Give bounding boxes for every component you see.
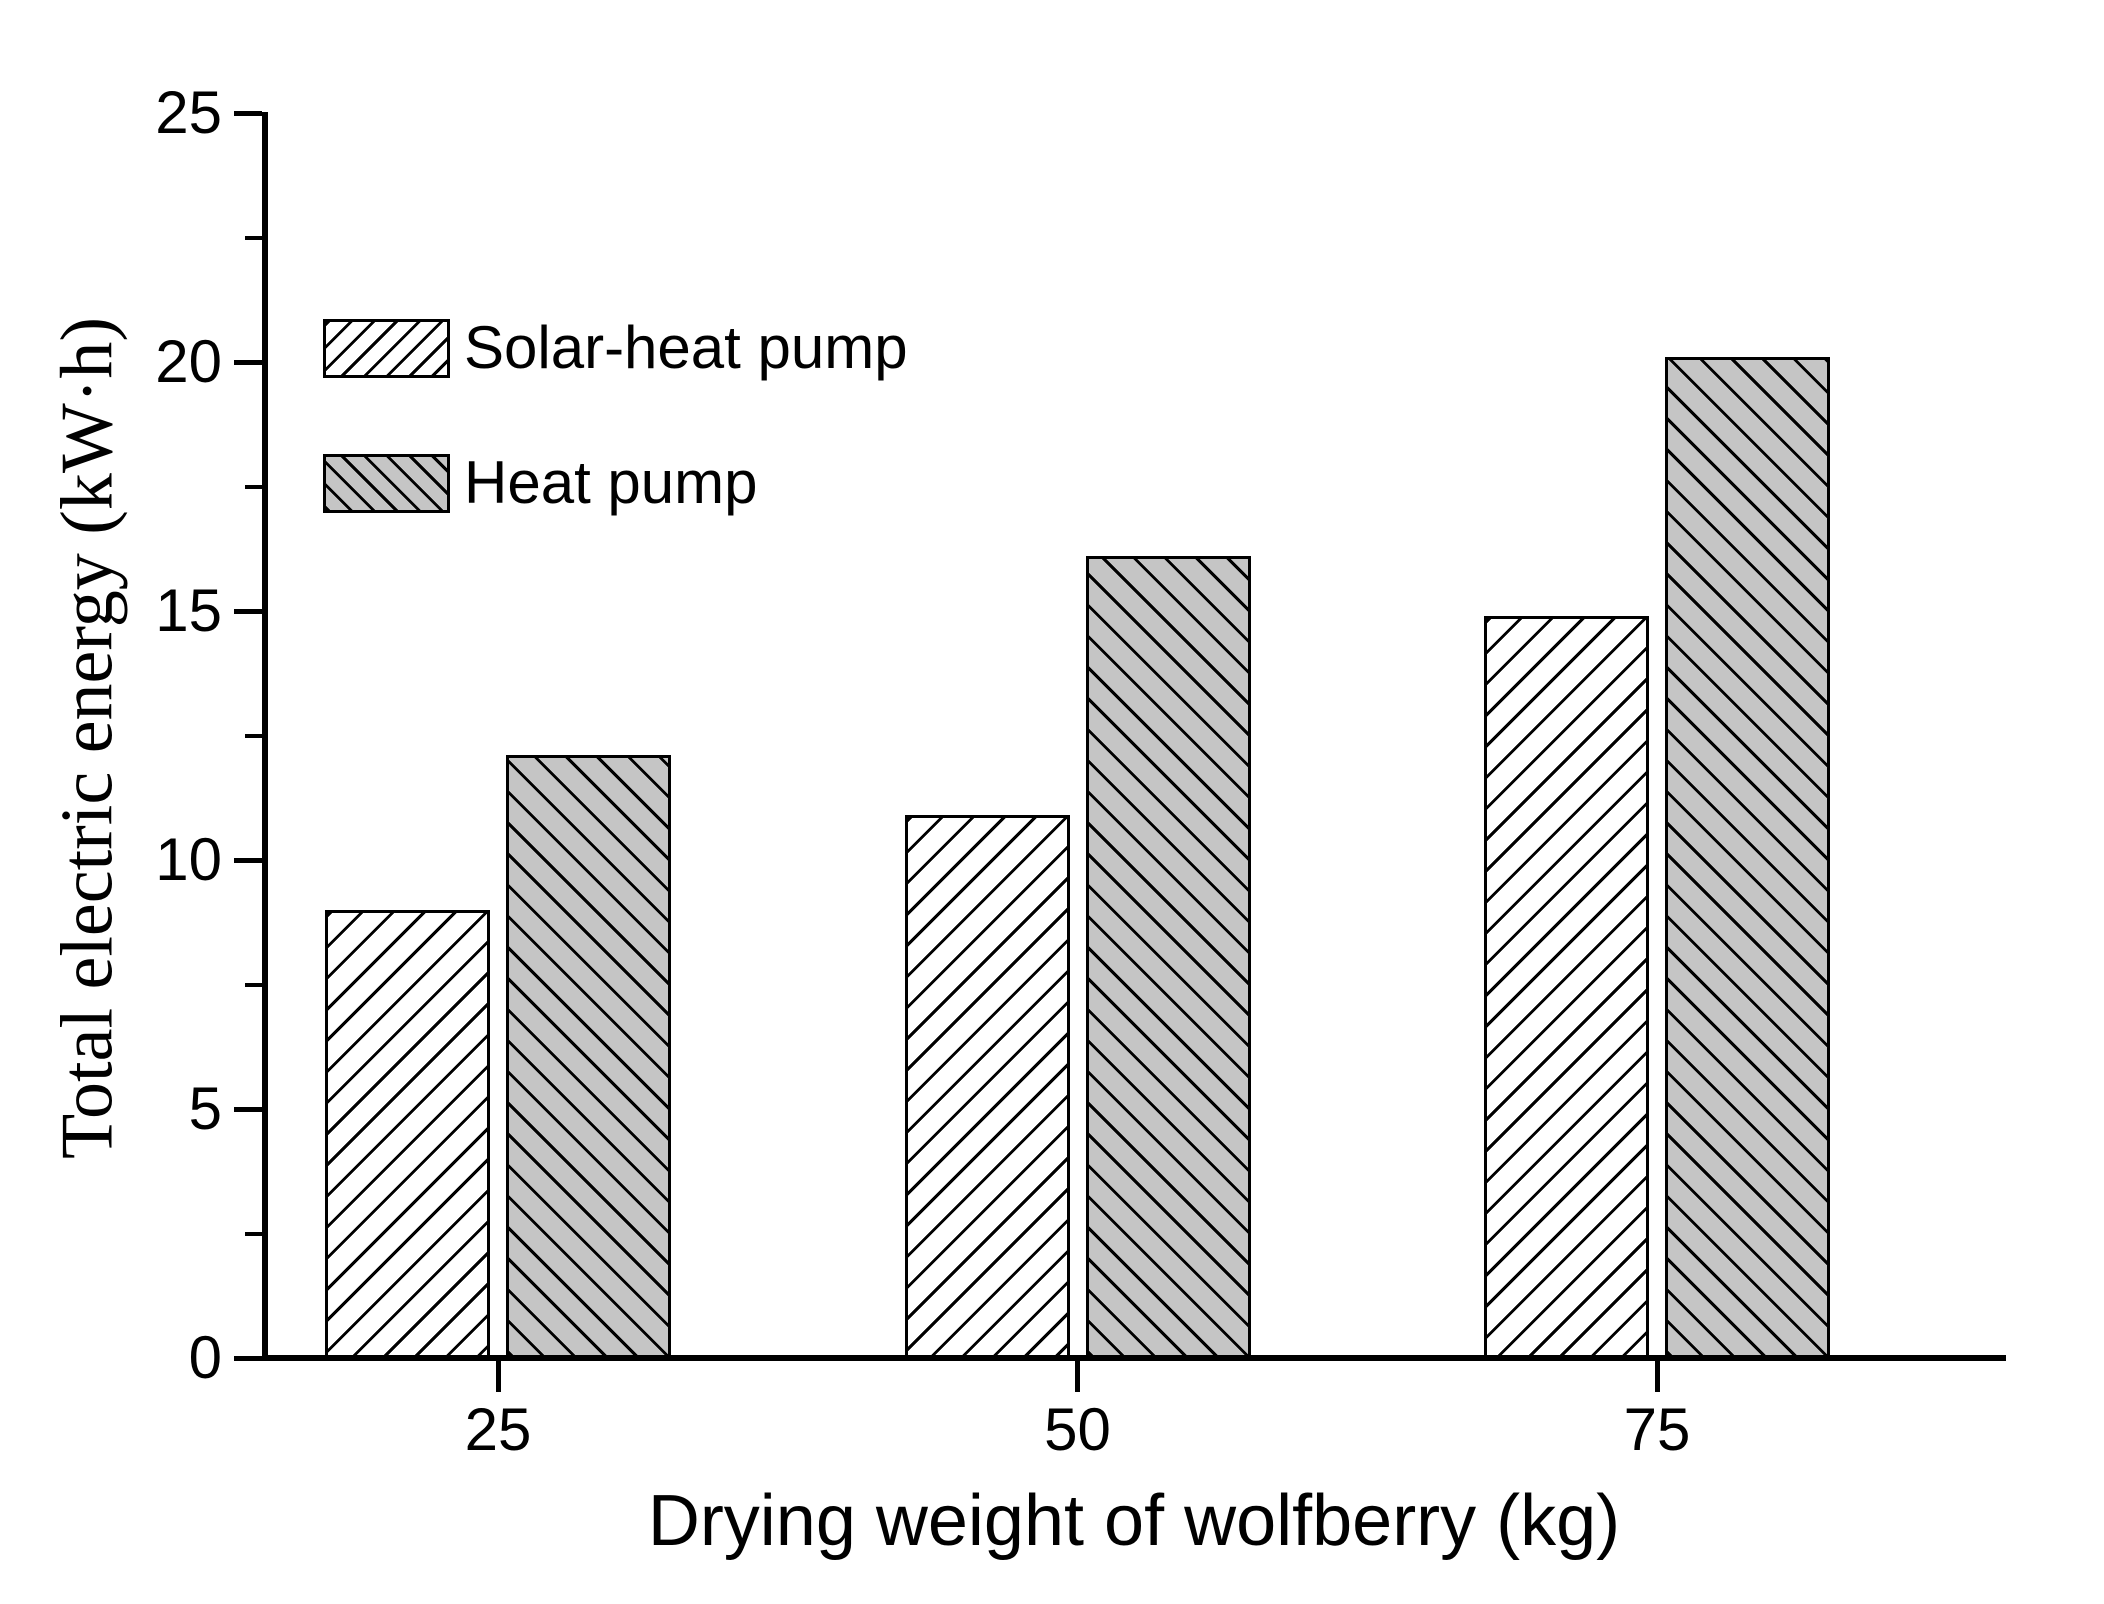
- legend-item-heat-pump: Heat pump: [323, 453, 758, 513]
- y-tick-label: 10: [155, 826, 222, 893]
- y-tick-label: 25: [155, 79, 222, 146]
- x-tick-label: 50: [1044, 1396, 1111, 1463]
- y-axis-minor-tick: [245, 484, 262, 489]
- y-axis-title: Total electric energy (kW·h): [46, 317, 129, 1159]
- y-axis-major-tick: [234, 857, 262, 863]
- x-axis-major-tick: [495, 1361, 501, 1392]
- y-axis-minor-tick: [245, 982, 262, 987]
- legend-swatch-heat-pump: [323, 453, 450, 513]
- x-axis-title: Drying weight of wolfberry (kg): [647, 1481, 1621, 1561]
- bar-heat-pump-50kg: [1085, 556, 1251, 1358]
- bar-solar-heat-pump-75kg: [1484, 616, 1649, 1358]
- y-axis-minor-tick: [245, 733, 262, 738]
- y-axis-major-tick: [234, 359, 262, 365]
- x-axis-major-tick: [1654, 1361, 1660, 1392]
- bar-heat-pump-25kg: [506, 755, 671, 1358]
- y-tick-label: 5: [188, 1075, 222, 1142]
- y-axis-major-tick: [234, 1355, 262, 1361]
- y-tick-label: 20: [155, 328, 222, 395]
- legend-item-solar-heat-pump: Solar-heat pump: [323, 318, 908, 378]
- x-axis-line: [262, 1355, 2006, 1361]
- legend-label-heat-pump: Heat pump: [464, 449, 758, 516]
- x-tick-label: 75: [1623, 1396, 1691, 1463]
- legend-swatch-solar-heat-pump: [323, 318, 450, 378]
- y-tick-label: 15: [155, 577, 222, 644]
- y-axis-minor-tick: [245, 1231, 262, 1236]
- y-tick-label: 0: [188, 1324, 222, 1391]
- y-axis-minor-tick: [245, 235, 262, 240]
- bar-solar-heat-pump-50kg: [904, 815, 1070, 1358]
- x-axis-major-tick: [1075, 1361, 1080, 1392]
- legend-label-solar-heat-pump: Solar-heat pump: [464, 314, 908, 381]
- y-axis-line: [262, 112, 268, 1361]
- y-axis-major-tick: [234, 608, 262, 614]
- y-axis-major-tick: [234, 110, 262, 116]
- x-tick-label: 25: [464, 1396, 532, 1463]
- bar-heat-pump-75kg: [1665, 357, 1830, 1358]
- y-axis-major-tick: [234, 1106, 262, 1112]
- bar-solar-heat-pump-25kg: [325, 910, 490, 1358]
